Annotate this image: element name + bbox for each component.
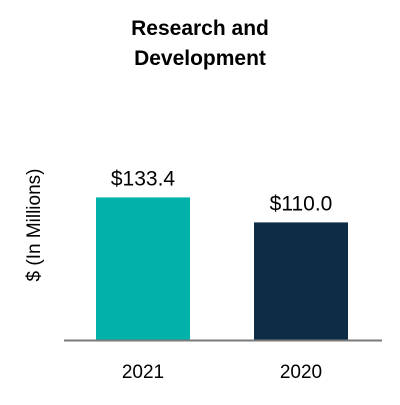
bar-2021 bbox=[96, 197, 190, 340]
chart-title: Research and Development bbox=[0, 14, 400, 74]
value-label-2020: $110.0 bbox=[270, 192, 333, 215]
bars-layer bbox=[96, 197, 348, 340]
category-label-2020: 2020 bbox=[280, 362, 322, 383]
category-label-2021: 2021 bbox=[122, 362, 164, 383]
value-label-2021: $133.4 bbox=[111, 167, 176, 190]
chart-title-line-1: Research and bbox=[131, 17, 269, 40]
labels-layer: $133.4 2021 $110.0 2020 bbox=[111, 167, 332, 383]
chart-title-line-2: Development bbox=[134, 47, 266, 70]
bar-2020 bbox=[254, 222, 348, 340]
y-axis-label: $ (In Millions) bbox=[24, 169, 45, 282]
